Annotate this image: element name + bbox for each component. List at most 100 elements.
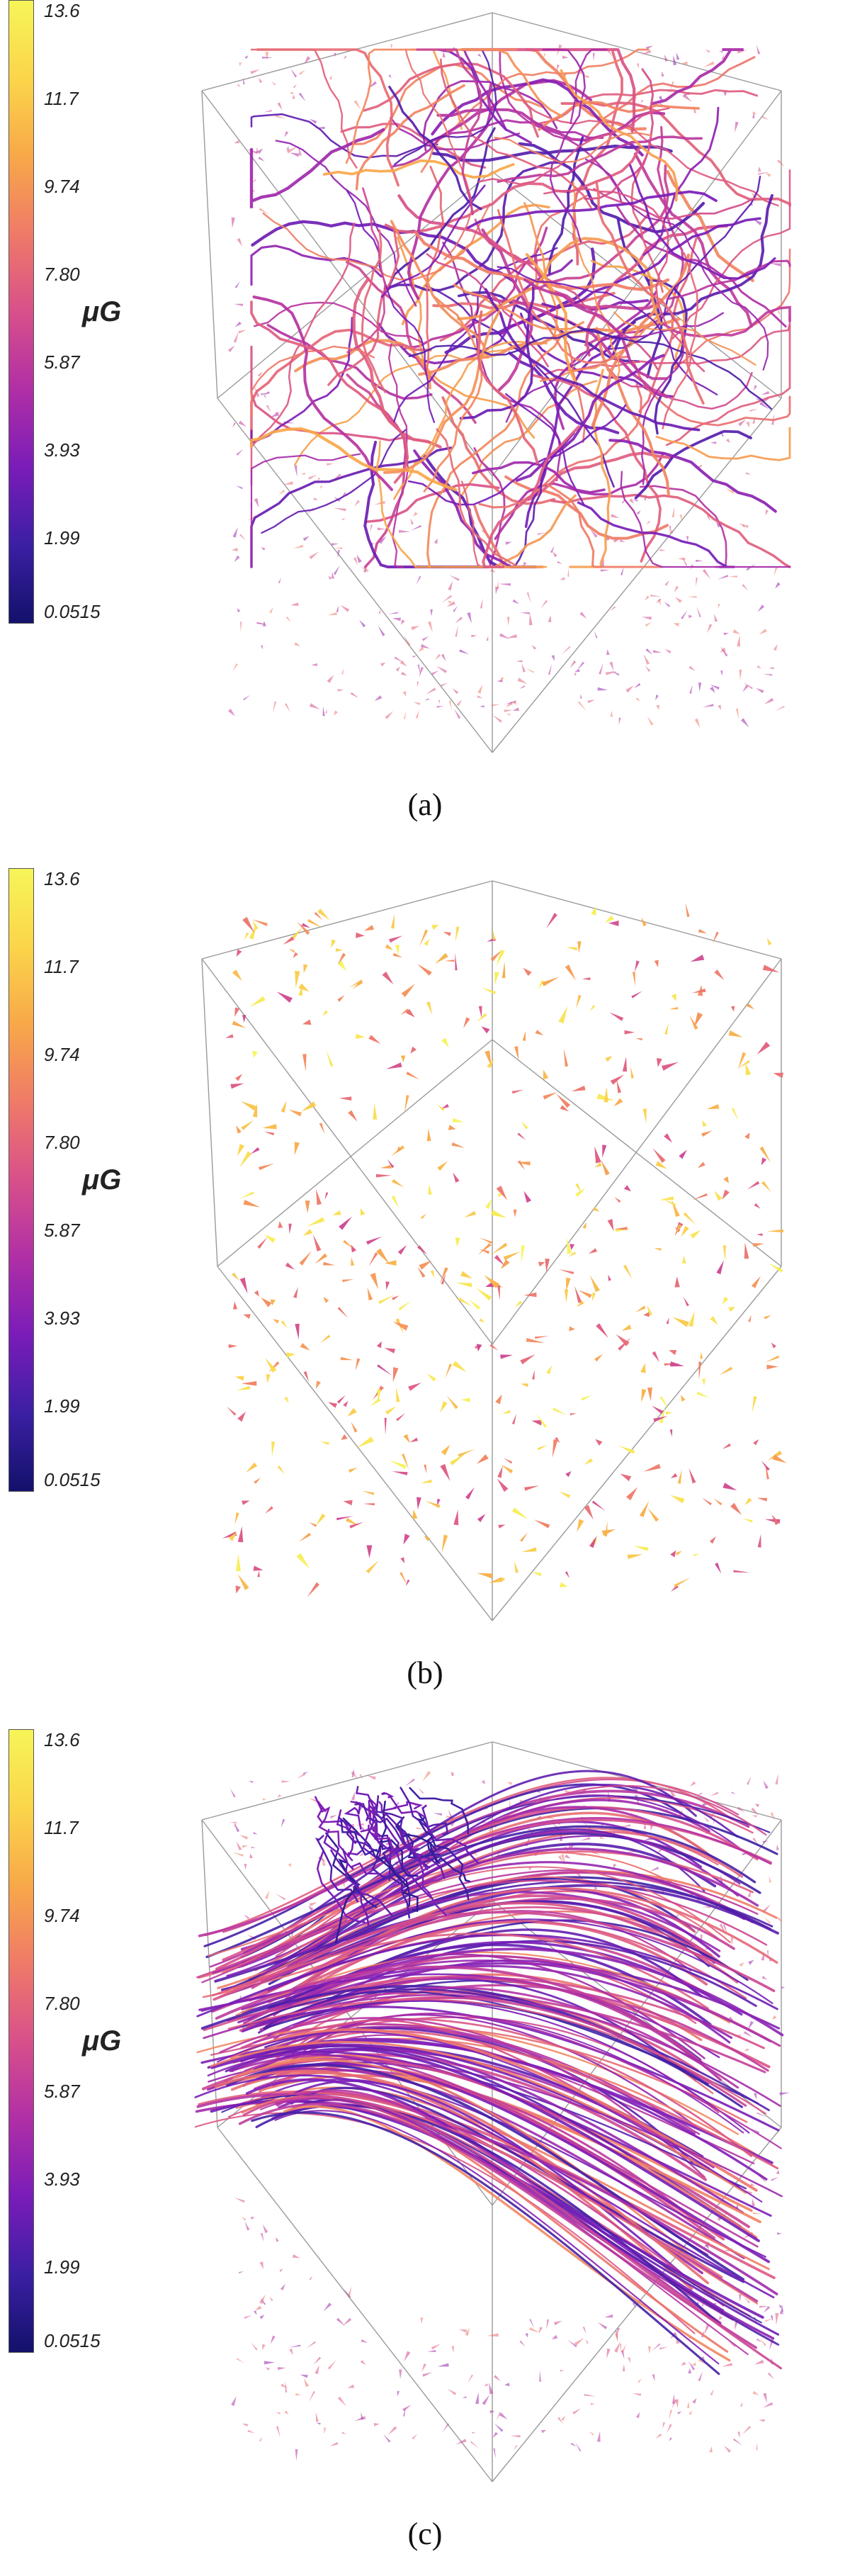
field-vector: [354, 2416, 366, 2422]
field-vector: [499, 583, 511, 586]
field-vector: [376, 1341, 382, 1349]
streamline: [505, 312, 725, 423]
streamline: [336, 1809, 363, 1857]
field-vector: [455, 1282, 472, 1288]
field-vector: [773, 643, 778, 651]
field-vector: [610, 1074, 625, 1085]
field-vector: [683, 1212, 696, 1225]
field-vector: [450, 1453, 465, 1466]
field-vector: [749, 408, 759, 412]
field-vector: [536, 1413, 548, 1428]
field-vector: [561, 646, 571, 655]
field-vector: [377, 1364, 392, 1376]
field-vector: [531, 644, 537, 650]
field-vector: [576, 994, 582, 1008]
field-vector: [578, 701, 586, 712]
colorbar-tick: 9.74: [44, 1905, 80, 1926]
field-vector: [389, 935, 403, 943]
field-vector: [640, 99, 644, 103]
field-vector: [600, 569, 610, 572]
field-vector: [293, 1287, 298, 1298]
field-vector: [456, 699, 463, 707]
streamline: [388, 343, 409, 568]
field-vector: [735, 708, 739, 720]
field-vector: [329, 2442, 339, 2446]
field-vector: [335, 547, 343, 550]
field-vector: [278, 490, 285, 495]
field-vector: [286, 1352, 296, 1358]
streamline: [497, 135, 703, 184]
field-vector: [763, 1780, 769, 1789]
field-vector: [239, 1191, 254, 1199]
field-vector: [309, 1902, 317, 1907]
field-vector: [478, 1006, 482, 1018]
field-vector: [701, 1130, 713, 1137]
field-vector: [707, 624, 713, 634]
streamline: [340, 1819, 378, 1856]
field-vector: [636, 63, 640, 69]
field-vector: [458, 2329, 468, 2333]
streamline: [441, 396, 556, 505]
field-vector: [568, 1252, 577, 1257]
streamline: [426, 1841, 471, 1883]
field-vector: [733, 1570, 750, 1573]
field-vector: [302, 923, 311, 928]
field-vector: [574, 2337, 584, 2346]
field-vector: [769, 667, 774, 670]
streamline: [620, 471, 791, 568]
field-vector: [615, 2331, 618, 2343]
field-vector: [319, 485, 323, 490]
field-vector: [558, 1269, 574, 1275]
field-vector: [455, 617, 463, 624]
field-vector: [531, 1571, 542, 1577]
field-vector: [653, 1416, 668, 1422]
field-vector: [252, 179, 256, 183]
streamline: [355, 84, 465, 191]
field-vector: [656, 704, 659, 710]
field-vector: [244, 1864, 247, 1870]
field-vector: [584, 2394, 596, 2397]
field-vector: [448, 580, 453, 591]
streamline: [611, 193, 774, 356]
field-vector: [657, 600, 661, 606]
streamline: [244, 2054, 759, 2248]
field-vector: [334, 710, 339, 716]
streamline: [662, 252, 698, 429]
streamline: [247, 1943, 712, 2026]
field-vector: [629, 498, 634, 504]
field-vector: [776, 2232, 783, 2235]
field-vector: [404, 2351, 411, 2362]
streamline: [584, 158, 769, 371]
field-vector: [234, 555, 240, 563]
field-vector: [323, 2302, 332, 2312]
field-vector: [550, 546, 555, 553]
field-vector: [516, 660, 523, 663]
field-vector: [669, 2409, 673, 2420]
streamline: [481, 228, 533, 393]
field-vector: [259, 2261, 264, 2270]
field-vector: [744, 2031, 753, 2037]
field-vector: [752, 1838, 758, 1845]
field-vector: [521, 1383, 528, 1388]
streamline: [227, 1998, 766, 2115]
field-vector: [479, 1237, 493, 1244]
field-vector: [557, 64, 560, 71]
field-vector: [309, 703, 320, 709]
streamline: [421, 1805, 480, 1864]
field-vector: [641, 50, 652, 55]
field-vector: [557, 561, 562, 564]
field-vector: [337, 995, 345, 1002]
field-vector: [239, 1277, 248, 1294]
streamline: [538, 101, 700, 131]
field-vector: [262, 621, 266, 626]
field-vector: [244, 55, 249, 60]
streamline: [212, 1933, 709, 2010]
field-vector: [233, 1301, 238, 1310]
field-vector: [374, 695, 382, 702]
field-vector: [431, 924, 439, 930]
field-vector: [761, 116, 769, 120]
streamline: [250, 345, 375, 417]
colorbar-tick: 1.99: [44, 527, 80, 549]
field-vector: [512, 700, 517, 705]
field-vector: [758, 166, 761, 172]
